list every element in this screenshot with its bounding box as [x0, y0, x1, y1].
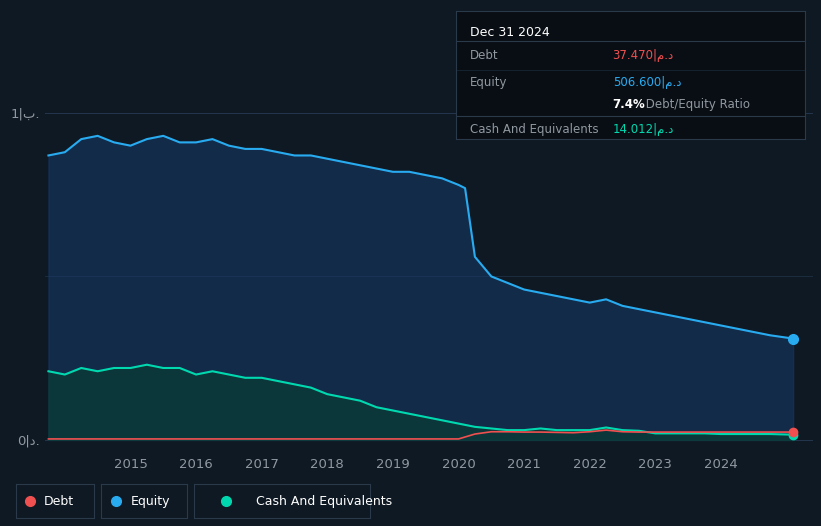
Text: 7.4%: 7.4% — [612, 98, 645, 111]
Text: Cash And Equivalents: Cash And Equivalents — [255, 494, 392, 508]
Text: Cash And Equivalents: Cash And Equivalents — [470, 123, 599, 136]
Text: Dec 31 2024: Dec 31 2024 — [470, 26, 549, 39]
Text: Equity: Equity — [131, 494, 171, 508]
Text: Debt: Debt — [44, 494, 74, 508]
Text: 37.470|م.د: 37.470|م.د — [612, 49, 674, 62]
Text: 506.600|م.د: 506.600|م.د — [612, 76, 681, 89]
Text: Debt: Debt — [470, 49, 498, 62]
Text: 14.012|م.د: 14.012|م.د — [612, 123, 674, 136]
Text: Debt/Equity Ratio: Debt/Equity Ratio — [642, 98, 750, 111]
Text: Equity: Equity — [470, 76, 507, 89]
